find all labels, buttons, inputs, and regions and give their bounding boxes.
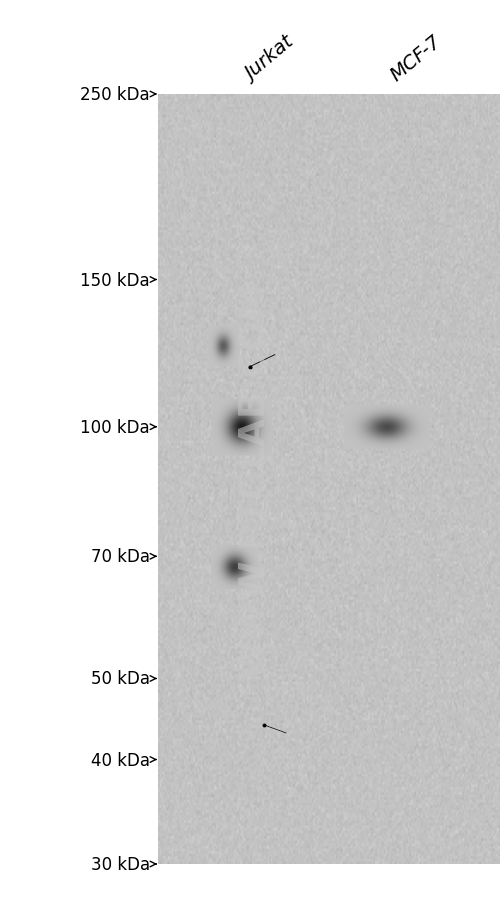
Text: 40 kDa: 40 kDa	[91, 750, 150, 769]
Text: Jurkat: Jurkat	[242, 33, 298, 85]
Text: WWW.PTGLAB.COM: WWW.PTGLAB.COM	[237, 281, 271, 677]
Text: 150 kDa: 150 kDa	[80, 272, 150, 290]
Text: 70 kDa: 70 kDa	[91, 548, 150, 566]
Text: MCF-7: MCF-7	[387, 32, 446, 85]
Text: 30 kDa: 30 kDa	[91, 855, 150, 873]
Text: 50 kDa: 50 kDa	[91, 670, 150, 687]
Text: 100 kDa: 100 kDa	[80, 419, 150, 437]
Text: 250 kDa: 250 kDa	[80, 86, 150, 104]
